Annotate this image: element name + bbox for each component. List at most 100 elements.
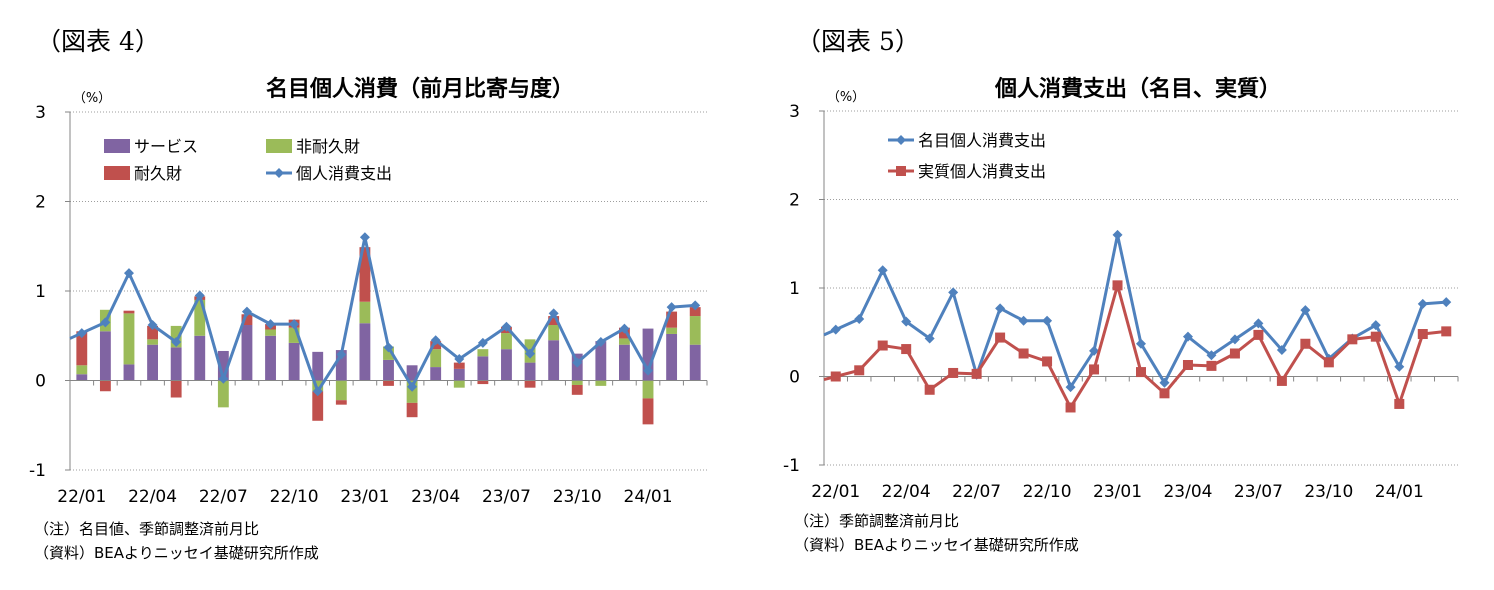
x-tick-label: 22/01 [811,482,860,502]
data-point-square [1276,375,1287,386]
x-tick-label: 24/01 [1375,482,1424,502]
bar-nondurable [430,349,442,368]
data-point-diamond [359,232,370,243]
data-point-diamond [454,354,465,365]
data-point-square [1417,329,1428,340]
data-point-diamond [619,323,630,334]
bar-durable [406,402,418,418]
data-point-diamond [194,290,205,301]
data-point-square [1206,360,1217,371]
data-point-diamond [430,335,441,346]
data-point-square [1441,326,1452,337]
data-point-diamond [312,386,323,397]
data-point-square [1323,357,1334,368]
y-unit-label: （%） [73,91,111,106]
bar-nondurable [170,325,182,348]
bar-nondurable [265,329,276,336]
bar-services [477,356,489,381]
bar-durable [76,331,88,366]
bar-nondurable [123,313,135,365]
bar-services [217,350,229,381]
bar-services [595,341,607,381]
bar-nondurable [312,380,324,392]
data-point-diamond [336,349,347,360]
data-point-diamond [241,306,252,317]
data-point-diamond [1394,361,1405,372]
data-point-diamond [1300,305,1311,316]
data-point-diamond [407,381,418,392]
bar-nondurable [501,333,512,350]
data-point-square [1300,338,1311,349]
bar-services [406,365,418,381]
data-point-diamond [1229,334,1240,345]
y-tick-label: 0 [35,372,46,392]
bar-nondurable [453,380,465,388]
bar-services [501,349,512,381]
data-point-square [995,332,1006,343]
bar-services [76,374,88,381]
figure-4-label: （図表 4） [36,27,160,56]
bar-nondurable [359,301,371,324]
y-tick-label: 1 [35,282,46,302]
data-point-square [1136,367,1146,378]
data-point-diamond [1112,229,1123,240]
bar-services [99,331,111,381]
legend-marker [896,135,906,145]
data-point-diamond [948,287,959,298]
x-tick-label: 24/01 [624,487,673,507]
series-line-real [823,283,1447,409]
data-point-diamond [830,324,841,335]
x-tick-label: 23/01 [1093,482,1142,502]
y-tick-label: 2 [789,191,800,211]
bar-durable [548,316,560,326]
data-point-diamond [572,357,583,368]
data-point-diamond [901,316,912,327]
bar-durable [241,314,253,326]
data-point-diamond [383,342,394,353]
data-point-square [924,384,935,395]
figure-5-panel: （図表 5） 個人消費支出（名目、実質） （%） -1 0 1 2 3 22/01 22/04 2… [760,0,1494,590]
bar-durable [170,380,182,398]
bar-services [383,359,394,381]
x-tick-label: 22/10 [270,487,319,507]
x-tick-label: 23/04 [1163,482,1212,502]
figure-4-note: （注）名目値、季節調整済前月比 [34,520,260,538]
data-point-diamond [1370,320,1381,331]
bar-nondurable [595,380,607,386]
bar-nondurable [217,380,229,408]
series-line-pce [823,233,1447,389]
data-point-diamond [218,373,229,384]
bar-services [689,344,701,381]
chart-title: 個人消費支出（名目、実質） [994,76,1281,102]
data-point-diamond [995,303,1006,314]
bar-nondurable [689,316,701,345]
bar-nondurable [477,349,489,357]
x-tick-label: 23/07 [1234,482,1283,502]
figure-5-source: （資料）BEAよりニッセイ基礎研究所作成 [794,536,1079,554]
data-point-diamond [1253,318,1264,329]
data-point-square [1089,364,1100,375]
data-point-square [1018,348,1029,359]
data-point-diamond [666,302,677,313]
data-point-square [1229,348,1240,359]
bar-durable [689,307,701,317]
x-tick-label: 22/04 [128,487,177,507]
bar-services [170,347,182,381]
bar-nondurable [288,327,300,343]
y-tick-label: -1 [29,461,46,481]
y-tick-label: 2 [35,193,46,213]
data-point-diamond [854,313,865,324]
data-point-diamond [76,328,87,339]
legend-label: 個人消費支出 [296,164,392,183]
data-point-diamond [1042,315,1053,326]
data-point-diamond [1089,345,1100,356]
x-tick-label: 23/10 [1304,482,1353,502]
data-point-square [1253,329,1264,340]
data-point-diamond [171,337,182,348]
bar-durable [359,247,371,302]
data-point-diamond [100,317,111,328]
bar-nondurable [666,327,678,334]
bar-services [548,340,560,381]
y-tick-label: 3 [35,103,46,123]
bar-durable [571,384,583,395]
